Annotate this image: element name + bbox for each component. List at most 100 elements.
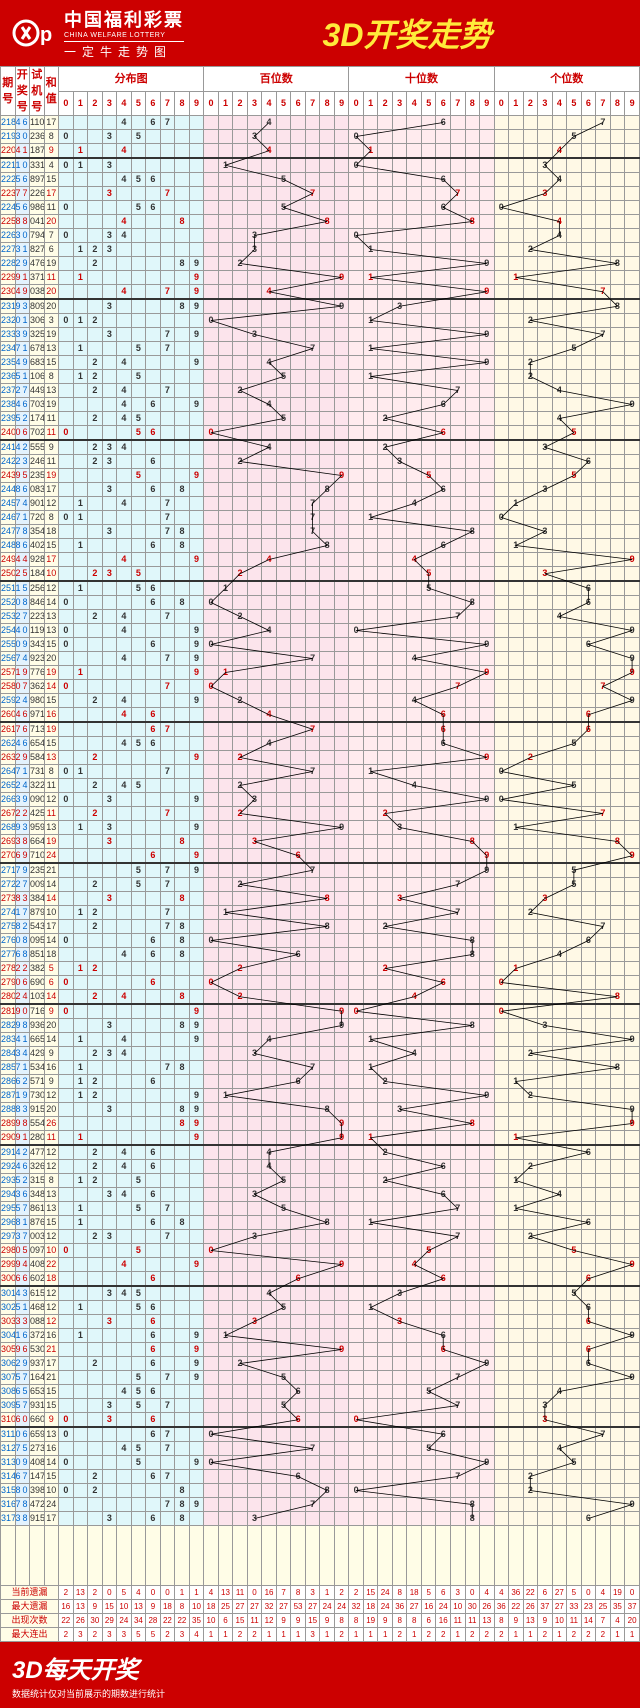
sum-cell: 20 [44, 1019, 59, 1033]
dist-cell [59, 243, 74, 257]
ten-cell [407, 229, 422, 243]
one-cell [567, 1117, 582, 1131]
dist-cell: 0 [59, 638, 74, 652]
one-cell [523, 201, 538, 215]
hun-cell [218, 426, 233, 441]
stat-cell: 1 [509, 1628, 524, 1642]
test-cell: 236 [30, 130, 45, 144]
digit-header: 7 [596, 91, 611, 116]
ten-cell [436, 1103, 451, 1117]
ten-cell [480, 948, 495, 962]
one-cell [596, 751, 611, 765]
hun-cell [218, 285, 233, 300]
one-cell [523, 878, 538, 892]
ten-cell [480, 708, 495, 723]
one-cell [494, 1470, 509, 1484]
period-cell: 284 [1, 1047, 16, 1061]
dist-cell [175, 849, 190, 864]
hun-cell [291, 1089, 306, 1103]
one-cell [509, 215, 524, 229]
stat-cell: 5 [117, 1586, 132, 1600]
one-cell [494, 990, 509, 1005]
hun-cell [247, 285, 262, 300]
dist-cell [146, 906, 161, 920]
hun-cell [204, 863, 219, 878]
dist-cell: 7 [160, 525, 175, 539]
one-cell [509, 1188, 524, 1202]
dist-cell: 9 [189, 1103, 204, 1117]
hun-cell: 5 [276, 201, 291, 215]
dist-cell [131, 483, 146, 497]
hun-cell [247, 1343, 262, 1357]
hun-cell [291, 299, 306, 314]
hun-cell [305, 201, 320, 215]
ten-cell [407, 412, 422, 426]
one-cell [625, 1061, 640, 1075]
one-cell [596, 596, 611, 610]
one-cell [610, 116, 625, 130]
hun-cell [305, 948, 320, 962]
ten-cell [349, 1258, 364, 1272]
ten-cell [421, 708, 436, 723]
ten-cell: 0 [349, 229, 364, 243]
dist-cell [117, 638, 132, 652]
dist-cell [88, 624, 103, 638]
one-cell [509, 412, 524, 426]
hun-cell [334, 187, 349, 201]
ten-cell: 1 [363, 765, 378, 779]
ten-cell [436, 638, 451, 652]
ten-cell [450, 412, 465, 426]
dist-cell [59, 1089, 74, 1103]
ten-cell [480, 130, 495, 144]
dist-cell [160, 1047, 175, 1061]
stat-cell: 30 [465, 1600, 480, 1614]
dist-cell: 6 [146, 1145, 161, 1160]
ten-cell [407, 1315, 422, 1329]
draw-cell: 861 [15, 539, 30, 553]
hun-cell [334, 567, 349, 582]
dist-cell: 5 [131, 1399, 146, 1413]
test-cell: 119 [30, 624, 45, 638]
dist-cell [59, 440, 74, 455]
dist-cell: 7 [160, 1442, 175, 1456]
one-cell [610, 1089, 625, 1103]
one-cell [509, 737, 524, 751]
ten-cell [392, 1357, 407, 1371]
hun-cell: 6 [291, 1272, 306, 1287]
one-cell [596, 440, 611, 455]
ten-cell [465, 144, 480, 159]
hun-cell [291, 694, 306, 708]
ten-cell [349, 271, 364, 285]
dist-cell [59, 1399, 74, 1413]
hun-cell [218, 596, 233, 610]
hun-cell [218, 173, 233, 187]
hun-cell [218, 694, 233, 708]
dist-cell: 8 [175, 990, 190, 1005]
hun-cell [218, 1427, 233, 1442]
ten-cell [480, 116, 495, 130]
dist-cell [175, 1470, 190, 1484]
ten-cell: 6 [436, 1160, 451, 1174]
period-cell: 220 [1, 144, 16, 159]
period-cell: 296 [1, 1216, 16, 1230]
ten-cell [407, 511, 422, 525]
dist-cell [59, 1160, 74, 1174]
one-cell [610, 469, 625, 483]
ten-cell [421, 328, 436, 342]
data-row: 2935213158125521 [1, 1174, 640, 1188]
sum-cell: 21 [44, 1343, 59, 1357]
hun-cell [262, 1272, 277, 1287]
dist-cell [131, 525, 146, 539]
ten-cell [450, 525, 465, 539]
one-cell [509, 1160, 524, 1174]
dist-cell [160, 1357, 175, 1371]
dist-cell [131, 920, 146, 934]
hun-cell [320, 779, 335, 793]
dist-cell [59, 1315, 74, 1329]
hun-cell [204, 1089, 219, 1103]
draw-cell: 469 [15, 398, 30, 412]
col-dist: 分布图 [59, 67, 204, 92]
ten-cell: 2 [378, 1174, 393, 1188]
ten-cell [378, 1061, 393, 1075]
ten-cell: 6 [436, 201, 451, 215]
